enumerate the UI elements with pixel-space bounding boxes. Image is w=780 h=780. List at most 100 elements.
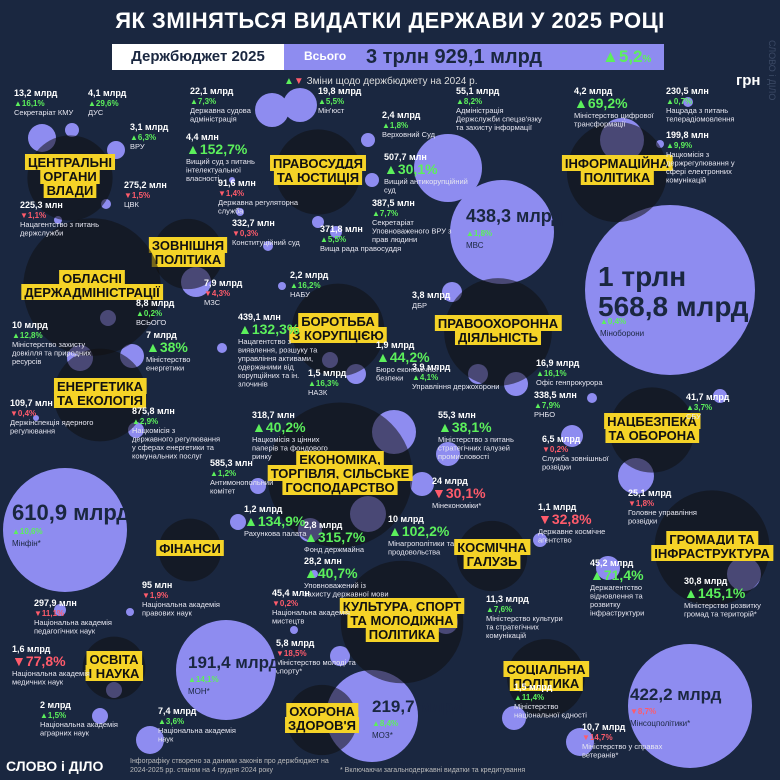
item-change: ▲4,1% bbox=[412, 373, 438, 382]
legend-text: Зміни щодо держбюджету на 2024 р. bbox=[306, 76, 478, 87]
item-name: наук bbox=[158, 735, 174, 744]
item-change: ▼14,7% bbox=[582, 733, 613, 742]
item-amount: 585,3 млн bbox=[210, 458, 253, 468]
item-name: Верховний Суд bbox=[382, 130, 436, 139]
item-amount: 55,1 млрд bbox=[456, 86, 500, 96]
item-name: Фонд держмайна bbox=[304, 545, 365, 554]
item-name: Мін'юст bbox=[318, 106, 345, 115]
item-name: ВРУ bbox=[130, 142, 145, 151]
bubble bbox=[3, 468, 127, 592]
group-label-bg bbox=[605, 427, 700, 443]
bubble bbox=[683, 97, 693, 107]
bubble bbox=[126, 608, 134, 616]
item-name: інтелектуальної bbox=[186, 166, 242, 175]
bubble bbox=[361, 133, 375, 147]
item-change: ▼0,4% bbox=[10, 409, 36, 418]
item-name: НАБУ bbox=[290, 290, 310, 299]
item-name: Уповноважений із bbox=[304, 581, 366, 590]
item-name: агентство bbox=[538, 536, 572, 545]
group-label-bg bbox=[339, 598, 465, 614]
item-name: Державна регуляторна bbox=[218, 198, 299, 207]
item-amount: 10 млрд bbox=[12, 320, 48, 330]
group-label-bg bbox=[289, 327, 387, 343]
item-name: власності bbox=[186, 174, 220, 183]
bubble bbox=[92, 708, 108, 724]
item-change: ▲5,5% bbox=[318, 97, 344, 106]
item-change: ▼77,8% bbox=[12, 653, 66, 669]
item-change: ▲8,2% bbox=[456, 97, 482, 106]
item-change: ▼11,1% bbox=[34, 609, 64, 618]
group-label-bg bbox=[434, 315, 562, 331]
item-amount: 507,7 млн bbox=[384, 152, 427, 162]
group-label-bg bbox=[604, 413, 701, 429]
item-name: Міноборони bbox=[600, 329, 644, 338]
item-name: комунальних послуг bbox=[132, 452, 202, 461]
group-label-bg bbox=[298, 313, 379, 329]
bubble bbox=[310, 570, 318, 578]
budget-label: Держбюджет 2025 bbox=[112, 44, 284, 70]
item-amount: 1,2 млрд bbox=[244, 504, 283, 514]
group-label-bg bbox=[21, 284, 164, 300]
item-name: Нацкомісія з цінних bbox=[252, 435, 320, 444]
item-amount: 387,5 млн bbox=[372, 198, 415, 208]
group-label: ЦЕНТРАЛЬНІ bbox=[28, 155, 112, 170]
legend: ▲▼ Зміни щодо держбюджету на 2024 р. bbox=[284, 76, 477, 87]
item-name: та захисту інформації bbox=[456, 123, 533, 132]
item-name: Державне космічне bbox=[538, 527, 605, 536]
item-name: Секретаріат КМУ bbox=[14, 108, 73, 117]
item-name: Нацкомісія з bbox=[666, 150, 710, 159]
item-amount: 3,9 млрд bbox=[412, 362, 451, 372]
item-change: ▲0,4% bbox=[600, 317, 626, 326]
item-name: МЗС bbox=[204, 298, 221, 307]
item-amount: 11,3 млрд bbox=[486, 594, 529, 604]
group-label-bg bbox=[286, 703, 359, 719]
item-amount: 275,2 млн bbox=[124, 180, 167, 190]
group-label-bg bbox=[59, 270, 125, 286]
bubble bbox=[410, 472, 434, 496]
bubble bbox=[561, 425, 583, 447]
bubble bbox=[585, 205, 755, 375]
item-change: ▲1,2% bbox=[210, 469, 236, 478]
group-label: З КОРУПЦІЄЮ bbox=[292, 328, 384, 343]
item-change: ▼1,9% bbox=[142, 591, 168, 600]
item-amount: 45,4 млн bbox=[272, 588, 310, 598]
item-amount: 13,2 млрд bbox=[14, 88, 58, 98]
bubble bbox=[217, 343, 227, 353]
item-amount: 422,2 млрд bbox=[630, 685, 722, 704]
item-change: ▼8,7% bbox=[630, 707, 656, 716]
item-change: ▲16,2% bbox=[290, 281, 321, 290]
item-change: ▲69,2% bbox=[574, 95, 628, 111]
group-label-bg bbox=[85, 665, 144, 681]
item-amount: 2,8 млрд bbox=[304, 520, 343, 530]
group-label-bg bbox=[503, 661, 590, 677]
group-label: СОЦІАЛЬНА bbox=[506, 662, 586, 677]
item-change: ▲16,1% bbox=[14, 99, 45, 108]
group-label: ГОСПОДАРСТВО bbox=[285, 480, 394, 495]
source-note: Інфографіку створено за даними законів п… bbox=[130, 758, 329, 774]
item-name: ЦВК bbox=[124, 200, 140, 209]
unit-label: грн bbox=[736, 72, 761, 89]
item-name: ДУС bbox=[88, 108, 104, 117]
bubble bbox=[250, 478, 266, 494]
item-amount: 95 млн bbox=[142, 580, 172, 590]
total-label: Всього bbox=[304, 49, 347, 63]
item-amount: 91,6 млн bbox=[218, 178, 256, 188]
group-label-bg bbox=[267, 465, 413, 481]
item-amount: 1,6 млрд bbox=[12, 644, 51, 654]
group-label-bg bbox=[666, 531, 759, 547]
group-label: ТА ЮСТИЦІЯ bbox=[277, 170, 359, 185]
bubble bbox=[290, 626, 298, 634]
group-label: ТОРГІВЛЯ, СІЛЬСЬКЕ bbox=[271, 466, 410, 481]
page-title: ЯК ЗМІНЯТЬСЯ ВИДАТКИ ДЕРЖАВИ У 2025 РОЦІ bbox=[115, 8, 665, 33]
item-name: Рахункова палата bbox=[244, 529, 307, 538]
item-change: ▲0,7% bbox=[666, 97, 692, 106]
item-amount: 1,9 млрд bbox=[376, 340, 415, 350]
group-label-bg bbox=[561, 155, 673, 171]
item-name: Міністерство з питань bbox=[438, 435, 514, 444]
item-name: Держслужби спецзв'язку bbox=[456, 115, 542, 124]
item-change: ▲1,8% bbox=[466, 229, 492, 238]
group-label-bg bbox=[270, 155, 366, 171]
item-name: держслужби bbox=[20, 229, 63, 238]
item-name: ДБР bbox=[412, 301, 427, 310]
item-change: ▲102,2% bbox=[388, 523, 450, 539]
